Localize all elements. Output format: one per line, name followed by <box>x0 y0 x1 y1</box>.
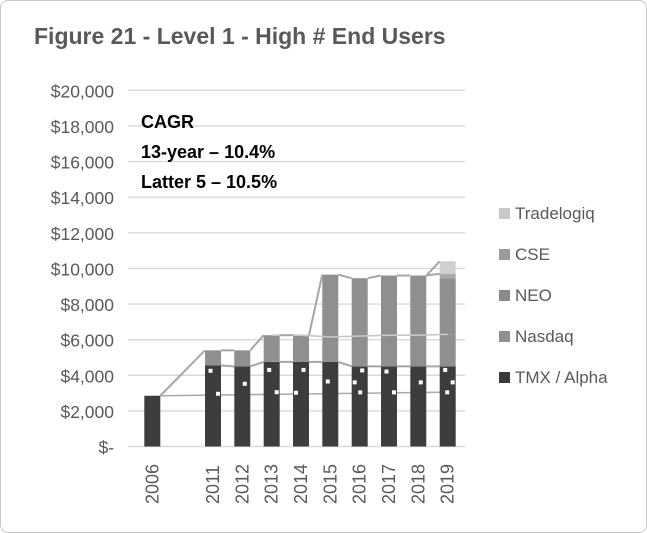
bar-segment-tmx-alpha-2013 <box>263 361 280 447</box>
x-axis-label: 2006 <box>142 464 162 504</box>
bar-segment-cse-2019 <box>439 273 456 279</box>
bar-segment-tmx-alpha-2014 <box>293 361 309 447</box>
marker-dot <box>301 367 306 372</box>
series-line-tmx-top <box>337 360 353 368</box>
marker-dot <box>358 390 363 395</box>
legend-item-tmx-alpha: TMX / Alpha <box>499 367 608 387</box>
series-line-tmx-top <box>220 364 235 368</box>
y-axis-label: $20,000 <box>51 81 115 101</box>
marker-dot <box>294 390 298 395</box>
series-line-total-top <box>249 334 265 351</box>
x-axis-label: 2018 <box>408 464 428 504</box>
x-axis-label: 2017 <box>379 464 399 504</box>
legend-swatch-icon <box>499 290 510 301</box>
cagr-heading: CAGR <box>141 112 194 132</box>
y-axis-label: $2,000 <box>60 402 114 422</box>
y-axis-label: $14,000 <box>51 188 115 208</box>
bar-segment-tmx-alpha-2019 <box>439 366 456 447</box>
legend-label: TMX / Alpha <box>515 367 608 387</box>
bar-segment-nasdaq-2014 <box>293 335 309 362</box>
bar-segment-tmx-alpha-2016 <box>351 366 368 447</box>
y-axis-label: $8,000 <box>60 295 114 315</box>
legend-item-cse: CSE <box>499 244 608 264</box>
bar-segment-neo-2018 <box>410 275 427 336</box>
legend-swatch-icon <box>499 331 510 342</box>
bar-segment-nasdaq-2011 <box>205 350 221 366</box>
bar-segment-tmx-alpha-2011 <box>205 365 221 447</box>
marker-dot <box>352 380 357 385</box>
bar-segment-nasdaq-2012 <box>234 350 251 367</box>
cagr-line-latter-5: Latter 5 – 10.5% <box>141 172 278 192</box>
legend-swatch-icon <box>499 249 510 260</box>
marker-dot <box>274 390 279 395</box>
x-axis-label: 2011 <box>203 465 223 504</box>
y-axis-label: $6,000 <box>60 331 114 351</box>
bar-segment-tmx-alpha-2018 <box>410 366 427 447</box>
legend-label: NEO <box>515 285 552 305</box>
x-axis-label: 2013 <box>262 464 282 504</box>
marker-dot <box>443 367 448 372</box>
x-axis-label: 2019 <box>438 464 458 504</box>
marker-dot <box>445 390 450 395</box>
y-axis-label: $16,000 <box>51 153 115 173</box>
y-axis-label: $10,000 <box>51 259 115 279</box>
cagr-annotation: CAGR 13-year – 10.4% Latter 5 – 10.5% <box>141 107 277 197</box>
legend-item-tradelogiq: Tradelogiq <box>499 203 608 223</box>
bar-segment-nasdaq-2017 <box>381 335 397 367</box>
x-axis-label: 2016 <box>350 464 370 504</box>
chart-legend: Tradelogiq CSE NEO Nasdaq TMX / Alpha <box>499 203 608 387</box>
bar-segment-neo-2019 <box>439 278 456 335</box>
series-line-total-top <box>338 273 352 280</box>
marker-dot <box>242 381 247 386</box>
bar-segment-tmx-alpha-2012 <box>234 366 251 447</box>
y-axis-label: $12,000 <box>51 224 115 244</box>
series-line-total-top <box>425 260 441 277</box>
bar-segment-neo-2017 <box>381 275 397 336</box>
marker-dot <box>450 380 455 385</box>
legend-item-neo: NEO <box>499 285 608 305</box>
series-line-tmx-top <box>249 360 265 368</box>
marker-dot <box>208 368 213 373</box>
series-line-cse-top <box>426 272 440 277</box>
marker-dot <box>267 367 272 372</box>
bar-segment-tmx-alpha-2015 <box>322 361 339 447</box>
marker-dot <box>418 380 423 385</box>
bar-segment-nasdaq-2016 <box>351 336 368 367</box>
series-line-total-top <box>308 274 324 336</box>
x-axis-label: 2015 <box>320 464 340 504</box>
marker-dot <box>360 368 365 373</box>
series-line-total-top <box>159 349 206 397</box>
y-axis-label: $18,000 <box>51 117 115 137</box>
bar-segment-tmx-alpha-2006 <box>144 395 161 447</box>
marker-dot <box>392 390 396 395</box>
x-axis-label: 2014 <box>291 464 311 504</box>
marker-dot <box>325 379 330 384</box>
series-line-nasdaq-neo-boundary <box>271 333 448 338</box>
legend-swatch-icon <box>499 372 510 383</box>
bar-segment-nasdaq-2013 <box>263 335 280 362</box>
bar-segment-nasdaq-2019 <box>439 334 456 367</box>
bar-segment-neo-2015 <box>322 274 339 337</box>
legend-label: Tradelogiq <box>515 203 595 223</box>
bar-segment-nasdaq-2015 <box>322 336 339 362</box>
bar-segment-nasdaq-2018 <box>410 335 427 367</box>
legend-label: Nasdaq <box>515 326 574 346</box>
legend-label: CSE <box>515 244 550 264</box>
bar-segment-neo-2016 <box>351 278 368 337</box>
y-axis-label: $4,000 <box>60 366 114 386</box>
chart-title: Figure 21 - Level 1 - High # End Users <box>34 23 446 49</box>
legend-item-nasdaq: Nasdaq <box>499 326 608 346</box>
legend-swatch-icon <box>499 208 510 219</box>
marker-dot <box>216 391 220 396</box>
x-axis-label: 2012 <box>232 464 252 504</box>
cagr-line-13-year: 13-year – 10.4% <box>141 142 276 162</box>
marker-dot <box>384 369 389 374</box>
bar-segment-tmx-alpha-2017 <box>381 366 397 447</box>
y-axis-label: $- <box>98 438 114 458</box>
series-line-total-top <box>367 274 382 280</box>
bar-segment-tradelogiq-2019 <box>439 261 456 274</box>
